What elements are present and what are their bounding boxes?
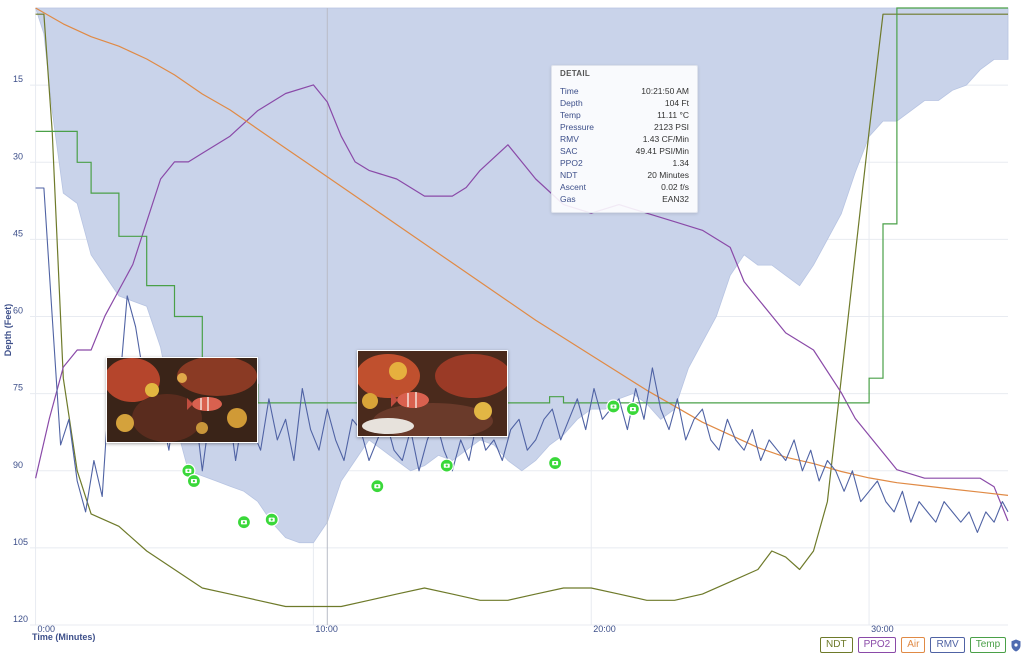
dive-photo-thumbnail[interactable] <box>357 350 508 437</box>
fish-photo-image <box>107 358 257 442</box>
y-tick-label: 105 <box>13 537 28 547</box>
detail-row-depth: Depth 104 Ft <box>560 97 689 109</box>
detail-row-time: Time 10:21:50 AM <box>560 85 689 97</box>
y-tick-label: 90 <box>13 460 23 470</box>
shield-icon[interactable] <box>1011 639 1021 652</box>
camera-lens-icon <box>445 464 448 467</box>
fish-photo-image <box>358 351 507 436</box>
detail-panel: DETAIL Time 10:21:50 AM Depth 104 Ft Tem… <box>551 65 698 213</box>
detail-value: 0.02 f/s <box>661 182 689 192</box>
detail-value: 2123 PSI <box>654 122 689 132</box>
ndt-series-line <box>35 13 1008 608</box>
detail-label: Gas <box>560 194 576 204</box>
detail-row-ascent: Ascent 0.02 f/s <box>560 181 689 193</box>
air-series-line <box>35 7 1009 496</box>
legend-toggle-rmv[interactable]: RMV <box>930 637 965 653</box>
y-tick-label: 60 <box>13 306 23 316</box>
detail-value: 49.41 PSI/Min <box>635 146 689 156</box>
detail-value: 20 Minutes <box>647 170 689 180</box>
detail-label: Ascent <box>560 182 586 192</box>
detail-row-ppo2: PPO2 1.34 <box>560 157 689 169</box>
detail-value: 1.43 CF/Min <box>642 134 689 144</box>
detail-row-ndt: NDT 20 Minutes <box>560 169 689 181</box>
chart-legend: NDT PPO2 Air RMV Temp <box>820 637 1021 653</box>
legend-toggle-ppo2[interactable]: PPO2 <box>857 637 897 653</box>
y-tick-label: 30 <box>13 151 23 161</box>
y-tick-label: 45 <box>13 228 23 238</box>
camera-lens-icon <box>554 461 557 465</box>
camera-lens-icon <box>612 405 615 408</box>
legend-toggle-air[interactable]: Air <box>901 637 926 653</box>
camera-lens-icon <box>631 407 635 411</box>
detail-value: 11.11 °C <box>657 110 689 120</box>
detail-label: Depth <box>560 98 583 108</box>
legend-toggle-ndt[interactable]: NDT <box>820 637 853 653</box>
y-tick-label: 75 <box>13 383 23 393</box>
x-tick-label: 0:00 <box>38 624 56 634</box>
detail-header: DETAIL <box>560 69 591 78</box>
camera-lens-icon <box>242 521 246 524</box>
detail-row-rmv: RMV 1.43 CF/Min <box>560 133 689 145</box>
x-tick-label: 10:00 <box>315 624 338 634</box>
camera-lens-icon <box>192 479 196 483</box>
detail-row-gas: Gas EAN32 <box>560 193 689 205</box>
x-tick-label: 20:00 <box>593 624 616 634</box>
camera-lens-icon <box>187 469 190 472</box>
detail-row-sac: SAC 49.41 PSI/Min <box>560 145 689 157</box>
detail-row-temp: Temp 11.11 °C <box>560 109 689 121</box>
detail-label: Temp <box>560 110 581 120</box>
detail-label: Time <box>560 86 579 96</box>
ppo2-series-line <box>35 84 1009 522</box>
camera-lens-icon <box>376 485 379 488</box>
legend-toggle-temp[interactable]: Temp <box>969 637 1007 653</box>
x-axis-title: Time (Minutes) <box>32 632 95 642</box>
y-axis-title: Depth (Feet) <box>3 304 13 357</box>
y-tick-label: 120 <box>13 614 28 624</box>
camera-lens-icon <box>270 518 273 521</box>
detail-label: RMV <box>560 134 579 144</box>
detail-value: 10:21:50 AM <box>641 86 689 96</box>
detail-label: SAC <box>560 146 578 156</box>
dive-photo-thumbnail[interactable] <box>106 357 258 443</box>
x-tick-label: 30:00 <box>871 624 894 634</box>
detail-row-pressure: Pressure 2123 PSI <box>560 121 689 133</box>
detail-value: 1.34 <box>672 158 689 168</box>
detail-label: PPO2 <box>560 158 583 168</box>
detail-label: NDT <box>560 170 578 180</box>
detail-value: EAN32 <box>662 194 689 204</box>
y-tick-label: 15 <box>13 74 23 84</box>
detail-value: 104 Ft <box>664 98 689 108</box>
detail-label: Pressure <box>560 122 595 132</box>
